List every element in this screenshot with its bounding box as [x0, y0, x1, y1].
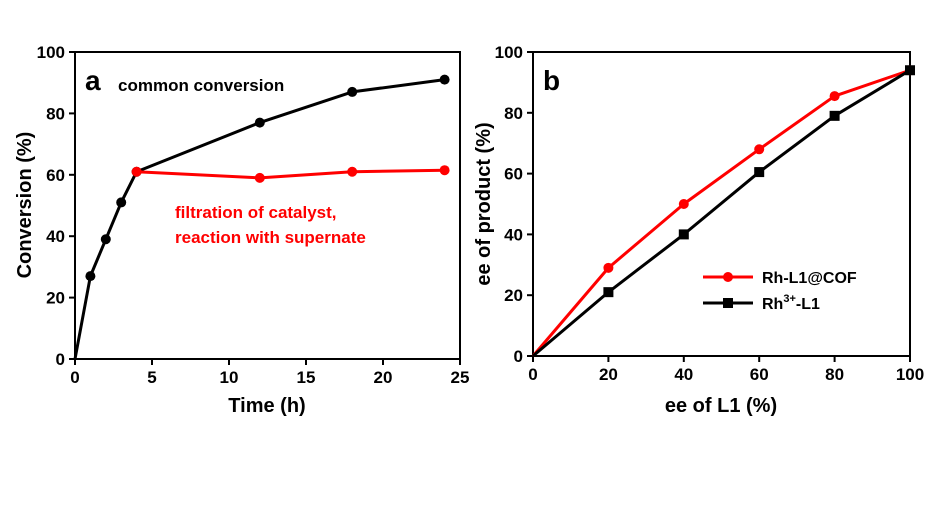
- y-tick-label-a: 40: [46, 227, 65, 246]
- panel-b-ticks: 0 20 40 60 80 100 0 20 40 60 80 100: [495, 43, 925, 384]
- data-point-b-1: [603, 287, 614, 298]
- panel-b-series: [531, 65, 915, 358]
- series-line-a-1: [136, 168, 445, 180]
- x-tick-label-b: 40: [674, 365, 693, 384]
- y-tick-label-a: 100: [37, 43, 65, 62]
- data-point-a-0: [254, 117, 265, 128]
- panel-a-letter: a: [85, 65, 101, 96]
- data-point-a-0: [347, 86, 358, 97]
- x-tick-label-a: 10: [220, 368, 239, 387]
- data-point-a-1: [131, 166, 142, 177]
- data-point-a-1: [347, 166, 358, 177]
- panel-a-series: [73, 74, 450, 360]
- x-tick-label-a: 20: [374, 368, 393, 387]
- plot-frame-b: [532, 51, 911, 357]
- data-point-b-1: [754, 167, 765, 178]
- x-tick-label-b: 60: [750, 365, 769, 384]
- y-tick-label-a: 80: [46, 104, 65, 123]
- legend-marker-rh3-l1: [723, 298, 733, 308]
- data-point-b-0: [754, 144, 765, 155]
- annotation-filtration-line1: filtration of catalyst,: [175, 203, 337, 222]
- y-tick-label-a: 60: [46, 166, 65, 185]
- y-tick-label-b: 20: [504, 286, 523, 305]
- annotation-filtration-line2: reaction with supernate: [175, 228, 366, 247]
- series-line-b-0: [531, 68, 911, 357]
- legend-marker-rh-l1-cof: [723, 272, 733, 282]
- x-tick-label-b: 100: [896, 365, 924, 384]
- annotation-common-conversion: common conversion: [118, 76, 284, 95]
- legend-label-rh3-l1: Rh3+-L1: [762, 293, 820, 313]
- data-point-a-0: [116, 197, 127, 208]
- legend-label-rh3-l1-base: Rh: [762, 296, 783, 313]
- legend-label-rh3-l1-suffix: -L1: [796, 296, 820, 313]
- x-tick-label-b: 0: [528, 365, 537, 384]
- panel-a-conversion-chart: 0 5 10 15 20 25 0 20 40 60 80 100 a common conversi…: [14, 43, 469, 417]
- y-tick-label-a: 20: [46, 289, 65, 308]
- y-tick-label-a: 0: [56, 350, 65, 369]
- panel-b-x-axis-label: ee of L1 (%): [665, 395, 777, 417]
- x-tick-label-a: 25: [451, 368, 470, 387]
- x-tick-label-a: 0: [70, 368, 79, 387]
- data-point-a-0: [85, 271, 96, 282]
- data-point-b-1: [905, 65, 915, 76]
- x-tick-label-b: 20: [599, 365, 618, 384]
- x-tick-label-b: 80: [825, 365, 844, 384]
- series-line-b-1: [532, 68, 911, 358]
- panel-b-y-axis-label: ee of product (%): [473, 122, 495, 285]
- data-point-a-0: [439, 74, 450, 85]
- panel-a-y-axis-label: Conversion (%): [14, 132, 36, 279]
- plot-frame-a: [74, 51, 461, 360]
- data-point-b-0: [678, 199, 689, 209]
- data-point-b-1: [678, 229, 689, 240]
- legend-label-rh-l1-cof: Rh-L1@COF: [762, 270, 857, 287]
- data-point-a-1: [439, 165, 450, 176]
- series-line-a-0: [73, 78, 445, 360]
- y-tick-label-b: 100: [495, 43, 523, 62]
- data-point-b-0: [603, 262, 614, 273]
- data-point-b-0: [829, 91, 840, 102]
- panel-b-legend: Rh-L1@COF Rh3+-L1: [703, 270, 857, 313]
- panel-b-letter: b: [543, 65, 560, 96]
- panel-a-ticks: 0 5 10 15 20 25 0 20 40 60 80 100: [37, 43, 470, 387]
- y-tick-label-b: 0: [514, 347, 523, 366]
- y-tick-label-b: 60: [504, 165, 523, 184]
- data-point-b-1: [829, 110, 840, 121]
- legend-label-rh3-l1-sup: 3+: [783, 293, 796, 305]
- y-tick-label-b: 80: [504, 104, 523, 123]
- x-tick-label-a: 15: [297, 368, 316, 387]
- data-point-a-1: [254, 172, 265, 183]
- panel-a-x-axis-label: Time (h): [228, 395, 305, 417]
- x-tick-label-a: 5: [147, 368, 156, 387]
- y-tick-label-b: 40: [504, 225, 523, 244]
- data-point-a-0: [100, 234, 111, 245]
